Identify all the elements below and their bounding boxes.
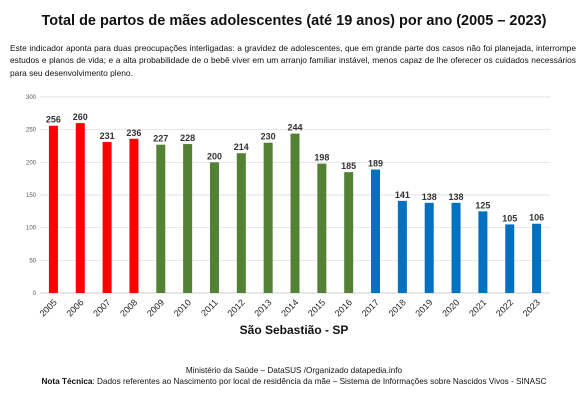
bar-2014 — [290, 133, 300, 293]
bar-2010 — [183, 144, 193, 293]
bar-2006 — [75, 123, 85, 293]
x-tick-label: 2017 — [360, 297, 381, 318]
data-label-2013: 230 — [261, 132, 276, 142]
x-tick-label: 2019 — [413, 297, 434, 318]
bar-2020 — [451, 202, 461, 293]
bar-2021 — [478, 211, 488, 293]
x-tick-label: 2005 — [38, 297, 59, 318]
data-label-2008: 236 — [126, 128, 141, 138]
x-tick-label: 2009 — [145, 297, 166, 318]
bar-2019 — [424, 202, 434, 293]
data-label-2014: 244 — [287, 123, 302, 133]
data-label-2022: 105 — [502, 213, 517, 223]
y-tick-label: 200 — [26, 160, 37, 166]
x-tick-label: 2021 — [467, 297, 488, 318]
x-tick-label: 2018 — [387, 297, 408, 318]
technical-note: Nota Técnica: Dados referentes ao Nascim… — [0, 377, 588, 386]
y-tick-label: 50 — [29, 258, 36, 264]
bar-2009 — [156, 144, 166, 293]
y-tick-label: 300 — [26, 95, 37, 101]
x-tick-label: 2006 — [64, 297, 85, 318]
data-label-2020: 138 — [449, 192, 464, 202]
bar-2012 — [236, 153, 246, 293]
bar-2022 — [505, 224, 515, 293]
data-label-2007: 231 — [100, 131, 115, 141]
x-tick-label: 2010 — [172, 297, 193, 318]
data-label-2009: 227 — [153, 134, 168, 144]
x-tick-label: 2007 — [91, 297, 112, 318]
x-tick-label: 2020 — [440, 297, 461, 318]
y-tick-label: 0 — [33, 291, 37, 297]
x-tick-label: 2013 — [252, 297, 273, 318]
data-label-2023: 106 — [529, 213, 544, 223]
data-label-2018: 141 — [395, 190, 410, 200]
x-tick-label: 2016 — [333, 297, 354, 318]
page-title: Total de partos de mães adolescentes (at… — [41, 13, 547, 29]
data-label-2021: 125 — [475, 200, 490, 210]
x-tick-label: 2015 — [306, 297, 327, 318]
data-label-2012: 214 — [234, 142, 249, 152]
bar-2005 — [48, 125, 58, 293]
bar-2017 — [371, 169, 381, 293]
technical-note-text: : Dados referentes ao Nascimento por loc… — [92, 377, 547, 386]
data-label-2019: 138 — [422, 192, 437, 202]
technical-note-label: Nota Técnica — [41, 377, 93, 386]
x-tick-label: 2022 — [494, 297, 515, 318]
x-tick-label: 2012 — [225, 297, 246, 318]
bar-2018 — [397, 200, 407, 293]
x-tick-label: 2011 — [199, 297, 220, 318]
data-label-2010: 228 — [180, 133, 195, 143]
chart-subtitle: São Sebastião - SP — [240, 323, 349, 337]
y-tick-label: 250 — [26, 128, 37, 134]
bar-2008 — [129, 138, 139, 293]
indicator-description: Este indicador aponta para duas preocupa… — [10, 43, 576, 78]
x-tick-label: 2008 — [118, 297, 139, 318]
bars — [48, 123, 542, 293]
bar-2007 — [102, 142, 112, 293]
data-label-2017: 189 — [368, 159, 383, 169]
data-label-2006: 260 — [73, 112, 88, 122]
bar-2015 — [317, 163, 327, 293]
source-note: Ministério da Saúde – DataSUS /Organizad… — [185, 366, 403, 375]
bar-2013 — [263, 142, 273, 293]
bar-2023 — [532, 223, 542, 293]
bar-2011 — [209, 162, 219, 293]
data-label-2016: 185 — [341, 161, 356, 171]
y-axis-ticks: 0 50 100 150 200 250 300 — [26, 95, 37, 297]
data-label-2005: 256 — [46, 115, 61, 125]
y-tick-label: 100 — [26, 226, 37, 232]
x-tick-label: 2014 — [279, 297, 300, 318]
data-label-2015: 198 — [314, 153, 329, 163]
bar-2016 — [344, 172, 354, 293]
data-label-2011: 200 — [207, 151, 222, 161]
x-tick-label: 2023 — [521, 297, 542, 318]
data-labels: 256 260 231 236 227 228 200 214 230 244 198 185 189 1… — [46, 112, 544, 223]
y-tick-label: 150 — [26, 193, 37, 199]
x-axis-ticks: 2005 2006 2007 2008 2009 2010 2011 2012 2013 2014… — [38, 297, 542, 318]
